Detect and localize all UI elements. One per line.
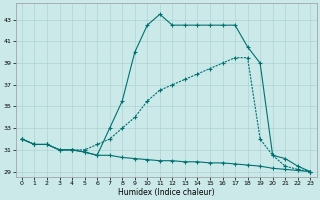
X-axis label: Humidex (Indice chaleur): Humidex (Indice chaleur) — [118, 188, 214, 197]
